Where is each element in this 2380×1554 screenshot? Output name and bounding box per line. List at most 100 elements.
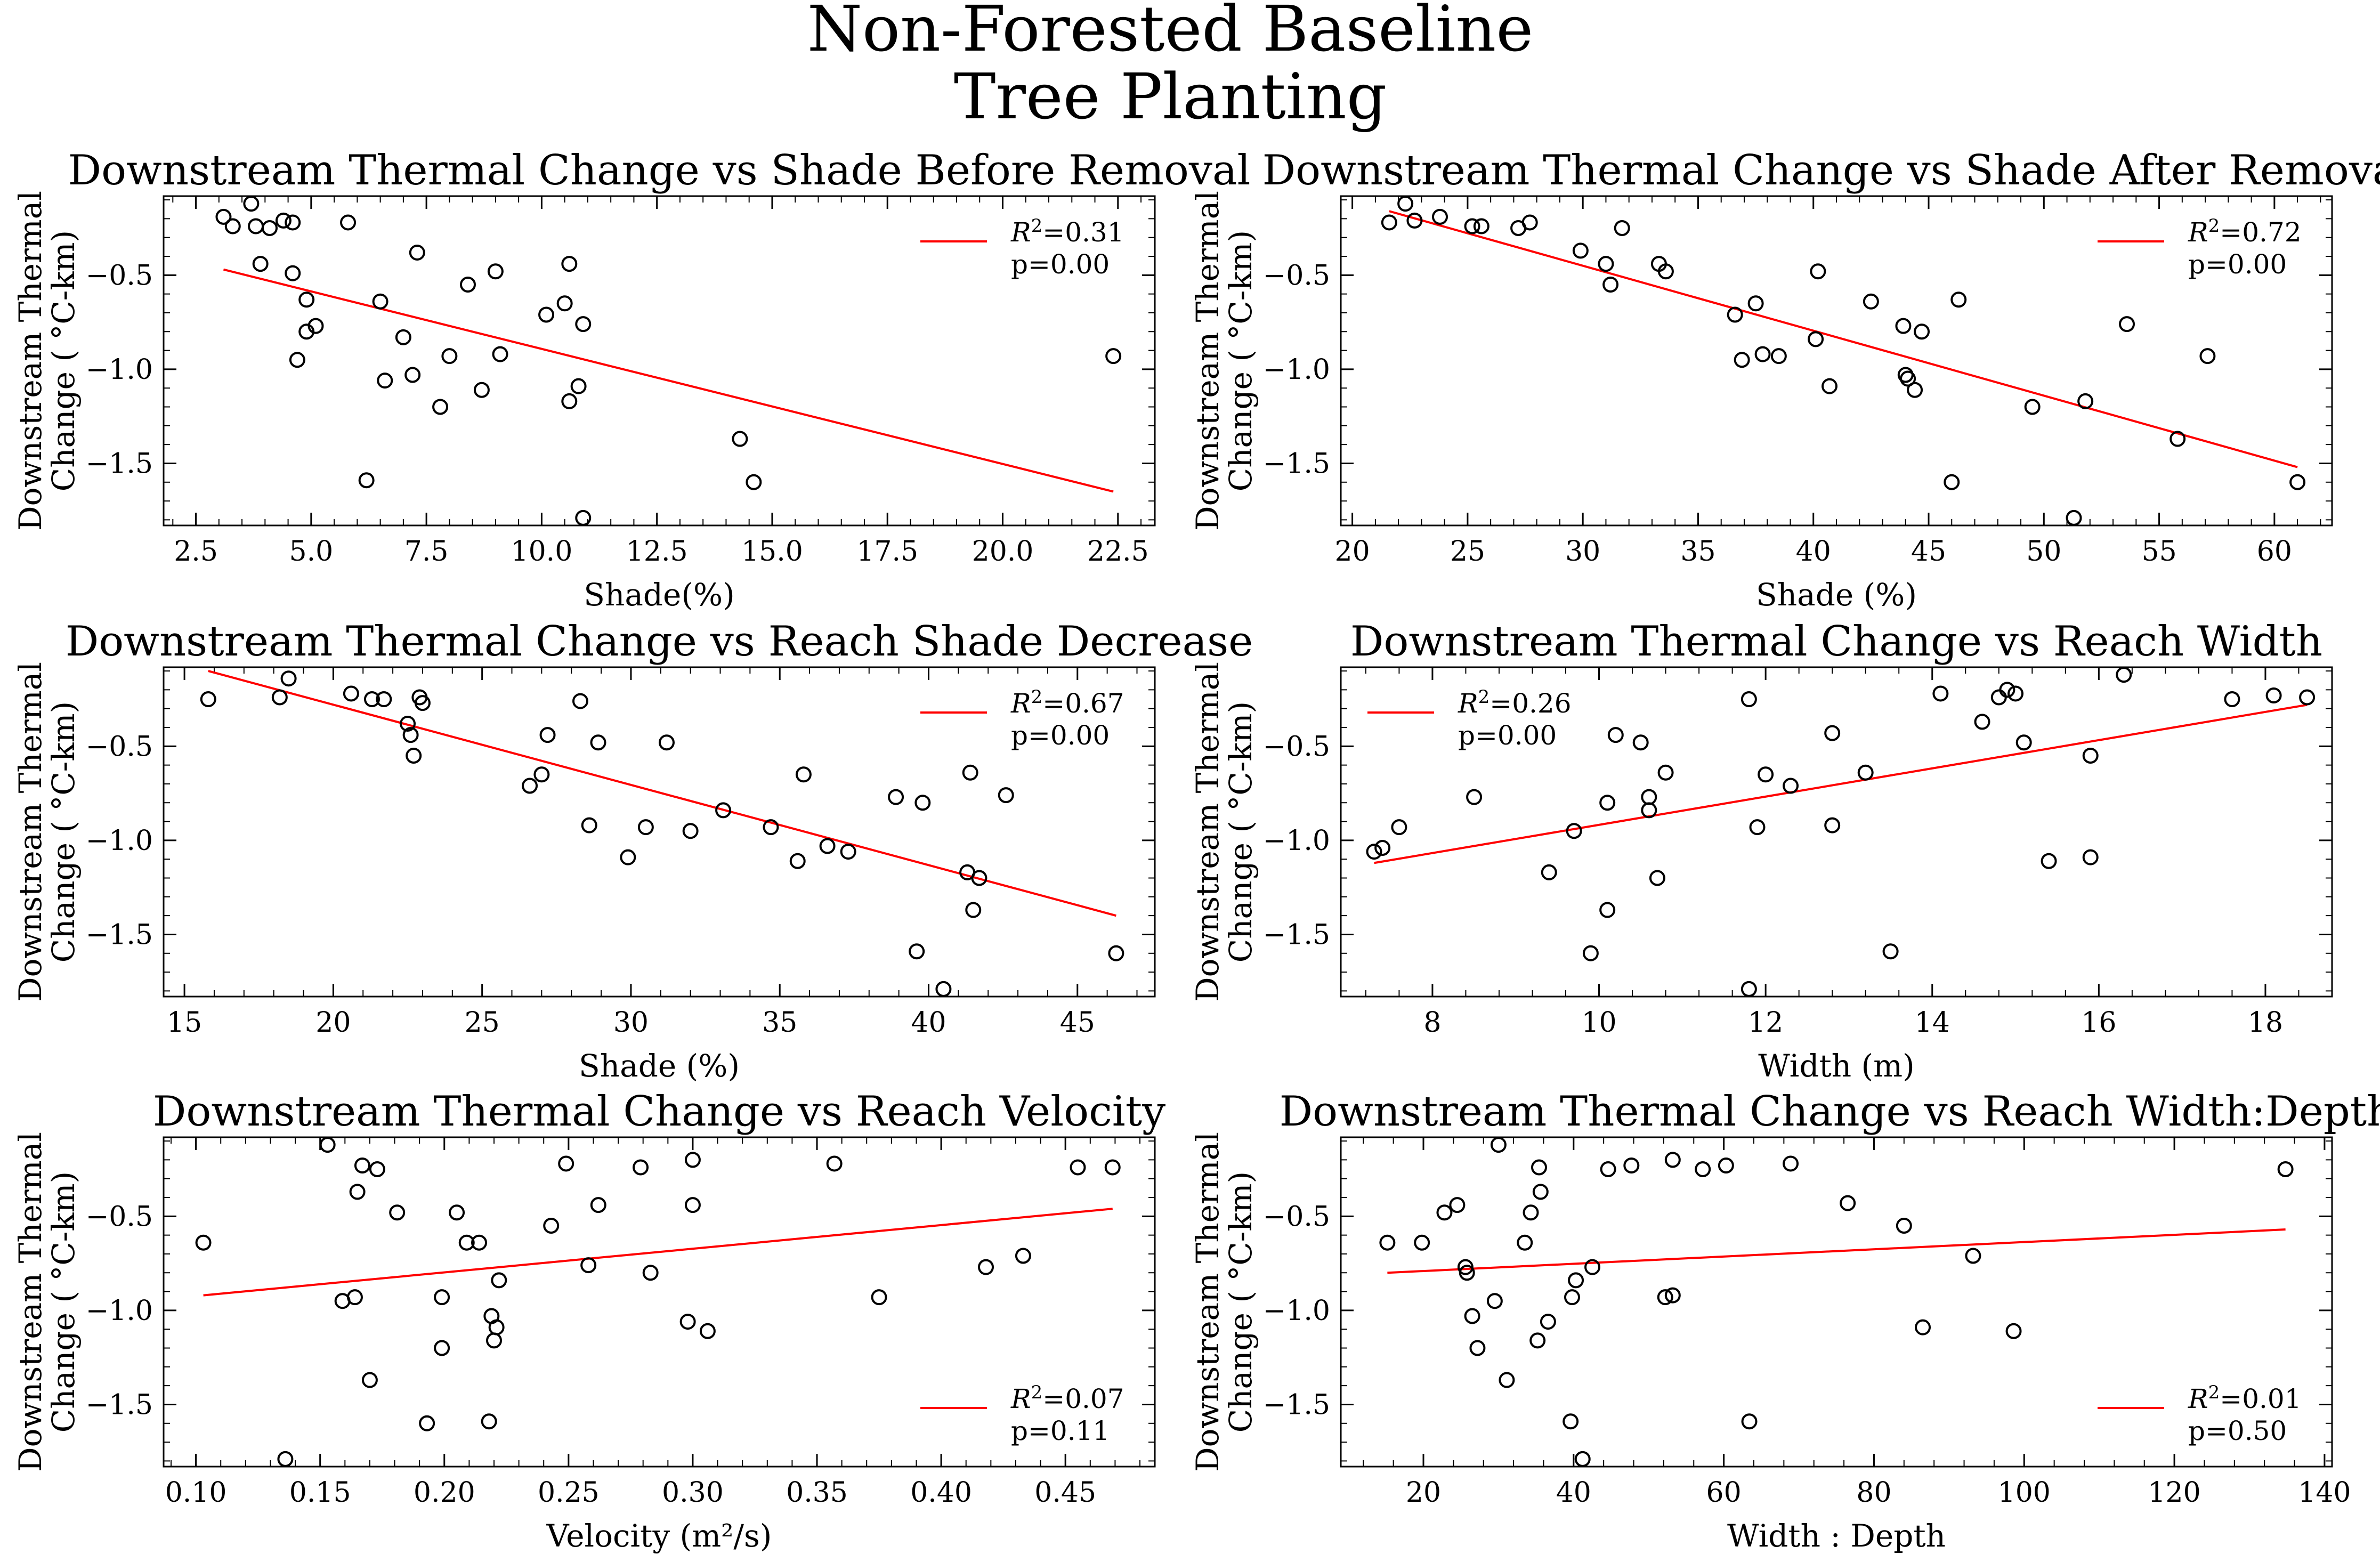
data-point [1840, 1195, 1856, 1211]
x-tick-label: 50 [2026, 536, 2061, 568]
data-point [1104, 1159, 1121, 1176]
data-point [361, 1372, 378, 1388]
data-point [871, 1289, 887, 1306]
data-point [590, 734, 606, 751]
x-tick-label: 18 [2248, 1007, 2283, 1039]
legend: R2=0.26p=0.00 [1367, 686, 1572, 751]
data-point [1436, 1204, 1453, 1221]
data-point [732, 431, 748, 447]
data-point [962, 764, 978, 781]
x-tick-label: 5.0 [289, 536, 333, 568]
x-axis-label: Velocity (m²/s) [546, 1518, 772, 1554]
data-point [2277, 1161, 2294, 1178]
x-axis-label: Shade (%) [1756, 577, 1917, 613]
data-point [492, 346, 508, 362]
data-point [252, 256, 269, 272]
data-point [1486, 1293, 1503, 1309]
x-tick-label: 40 [1556, 1477, 1591, 1509]
data-point [561, 393, 578, 409]
data-point [1758, 766, 1774, 783]
data-point [404, 367, 421, 383]
data-point [978, 1259, 994, 1275]
data-point [377, 373, 393, 389]
data-point [1965, 1248, 1981, 1264]
y-axis-label-line2: Change ( °C-km) [45, 1171, 82, 1432]
y-tick-label: −0.5 [1263, 1201, 1330, 1233]
data-point [642, 1265, 659, 1281]
x-tick-label: 0.35 [786, 1477, 848, 1509]
x-tick-label: 16 [2081, 1007, 2116, 1039]
subplot-3: Downstream Thermal Change vs Reach Shade… [12, 618, 1253, 1084]
data-point [2082, 747, 2099, 764]
y-axis-label-line1: Downstream Thermal [12, 191, 48, 531]
data-point [682, 823, 699, 839]
data-point [538, 306, 555, 323]
legend-p: p=0.00 [1011, 720, 1110, 751]
y-tick-label: −1.0 [86, 354, 153, 386]
data-point [1532, 1184, 1549, 1200]
data-point [1754, 346, 1771, 362]
data-point [376, 691, 392, 708]
data-point [434, 1340, 450, 1356]
data-point [1718, 1157, 1734, 1173]
x-tick-label: 22.5 [1087, 536, 1149, 568]
y-tick-label: −1.5 [1263, 1389, 1330, 1421]
data-point [935, 981, 952, 997]
data-point [1632, 734, 1649, 751]
x-tick-label: 30 [613, 1007, 649, 1039]
data-point [1070, 1159, 1086, 1176]
x-tick-label: 0.25 [538, 1477, 600, 1509]
legend-p: p=0.00 [1011, 249, 1110, 280]
data-point [826, 1155, 843, 1172]
data-point [389, 1204, 406, 1221]
data-point [763, 819, 779, 836]
data-point [307, 318, 324, 334]
data-point [432, 399, 449, 415]
data-point [343, 685, 359, 702]
data-point [2024, 399, 2041, 415]
y-tick-label: −0.5 [86, 260, 153, 292]
data-point [1932, 685, 1949, 702]
data-point [1657, 764, 1674, 781]
y-axis-label-line1: Downstream Thermal [1189, 191, 1226, 531]
y-tick-label: −1.5 [1263, 448, 1330, 480]
x-tick-label: 25 [465, 1007, 500, 1039]
data-point [1749, 819, 1766, 836]
data-point [561, 256, 578, 272]
figure-title-line1: Non-Forested Baseline [807, 0, 1533, 66]
x-tick-label: 20 [1406, 1477, 1441, 1509]
subplot-2: Downstream Thermal Change vs Shade After… [1189, 147, 2380, 613]
data-point [1734, 352, 1750, 368]
x-tick-label: 15 [167, 1007, 202, 1039]
data-point [372, 293, 388, 310]
data-point [840, 844, 856, 860]
data-point [406, 747, 422, 764]
data-point [575, 509, 592, 526]
y-axis-label-line1: Downstream Thermal [1189, 662, 1226, 1002]
data-point [280, 670, 297, 687]
data-point [363, 691, 380, 708]
data-point [1999, 682, 2015, 698]
data-point [1599, 902, 1616, 918]
data-point [441, 348, 458, 365]
data-point [1895, 318, 1912, 334]
data-point [1414, 1234, 1430, 1251]
data-point [1896, 1217, 1912, 1234]
data-point [2169, 431, 2186, 447]
subplot-title: Downstream Thermal Change vs Shade After… [1262, 147, 2380, 195]
data-point [965, 902, 982, 918]
data-point [1741, 1413, 1758, 1430]
y-tick-label: −1.5 [86, 919, 153, 951]
data-point [1523, 1204, 1539, 1221]
data-point [1600, 1161, 1616, 1178]
data-point [346, 1289, 363, 1306]
regression-line [208, 670, 1116, 917]
data-point [1602, 276, 1619, 293]
data-point [580, 1257, 597, 1274]
y-axis-label-line2: Change ( °C-km) [45, 230, 82, 491]
data-point [1490, 1137, 1507, 1153]
y-tick-label: −1.0 [1263, 354, 1330, 386]
legend-p: p=0.11 [1011, 1415, 1110, 1446]
data-point [409, 244, 425, 261]
data-point [1432, 208, 1448, 225]
